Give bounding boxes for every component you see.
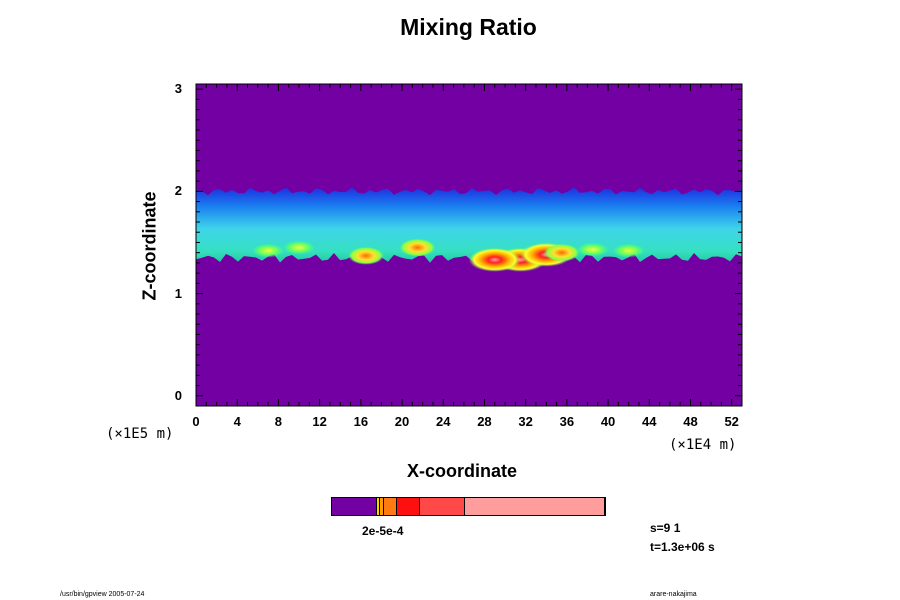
x-tick-label: 0 — [192, 414, 200, 429]
colorbar-segment — [397, 498, 421, 515]
time-label: t=1.3e+06 s — [650, 540, 715, 554]
colorbar-segment — [377, 498, 381, 515]
x-tick-label: 4 — [233, 414, 241, 429]
y-tick-label: 3 — [174, 81, 182, 97]
x-tick-label: 24 — [436, 414, 451, 429]
footer-left: /usr/bin/gpview 2005-07-24 — [60, 591, 145, 598]
x-tick-label: 12 — [312, 414, 327, 429]
colorbar-segment — [383, 498, 398, 515]
colorbar-label: 2e-5e-4 — [362, 524, 404, 538]
x-tick-label: 48 — [683, 414, 698, 429]
x-tick-label: 40 — [600, 414, 616, 429]
chart-title: Mixing Ratio — [400, 14, 537, 40]
x-tick-label: 36 — [559, 414, 575, 429]
x-tick-label: 44 — [642, 414, 657, 429]
hotspot-low — [252, 243, 285, 258]
colorbar-segment — [380, 498, 384, 515]
x-tick-label: 20 — [394, 414, 410, 429]
x-tick-label: 28 — [477, 414, 492, 429]
colorbar-segment — [332, 498, 378, 515]
colorbar-segment — [465, 498, 605, 515]
hotspot-mid — [543, 243, 580, 262]
y-axis-label: Z-coordinate — [139, 191, 160, 301]
y-tick-label: 1 — [174, 285, 182, 301]
hotspot-low — [283, 240, 316, 255]
hotspot-mid — [347, 246, 384, 265]
y-tick-label: 0 — [174, 387, 182, 403]
x-scale-label: (×1E4 m) — [669, 437, 737, 453]
x-tick-label: 32 — [518, 414, 533, 429]
hotspot-mid — [399, 238, 436, 257]
x-tick-label: 16 — [353, 414, 369, 429]
x-axis-label: X-coordinate — [407, 461, 518, 481]
hotspot-high — [468, 247, 521, 272]
hotspot-low — [576, 242, 609, 257]
colorbar-segment — [420, 498, 466, 515]
x-tick-label: 52 — [724, 414, 739, 429]
x-tick-label: 8 — [274, 414, 283, 429]
footer-right: arare-nakajima — [650, 591, 697, 598]
y-tick-label: 2 — [174, 183, 182, 199]
mixing-layer — [196, 187, 742, 263]
plot-frame — [195, 83, 743, 407]
step-label: s=9 1 — [650, 521, 681, 535]
hotspot-low — [612, 243, 645, 258]
colorbar — [331, 497, 606, 516]
y-scale-label: (×1E5 m) — [106, 426, 174, 442]
